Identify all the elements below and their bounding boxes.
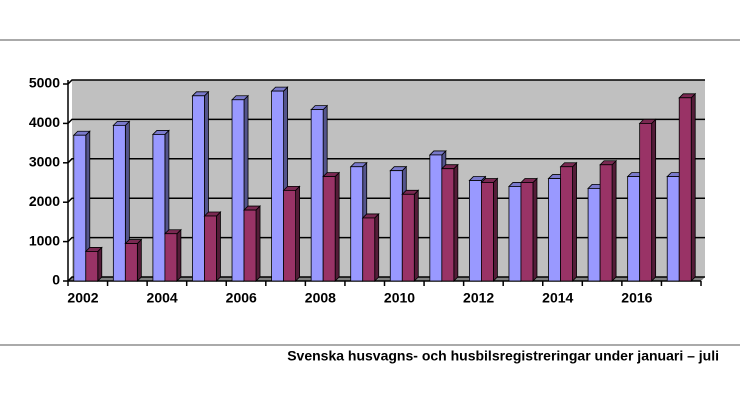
bar-side [453, 163, 459, 282]
bar-side [334, 171, 340, 282]
x-tick-label: 2016 [621, 290, 652, 306]
grid-line [67, 79, 705, 85]
bar-side [176, 228, 182, 282]
bar [548, 178, 561, 282]
x-tick-label: 2010 [384, 290, 415, 306]
bar [231, 99, 245, 282]
bar [520, 182, 534, 282]
x-tick-label: 2014 [542, 290, 573, 306]
bar [666, 176, 680, 282]
bar-side [255, 205, 261, 282]
x-tick-label: 2008 [305, 290, 336, 306]
bar-side [572, 161, 577, 282]
x-tick-label: 2006 [226, 290, 257, 306]
bar [627, 176, 641, 282]
bar [508, 186, 522, 282]
bar [243, 209, 257, 282]
bar-side [493, 177, 498, 282]
y-tick-label: 0 [52, 272, 60, 288]
bar [560, 166, 573, 282]
x-tick-label: 2002 [67, 290, 98, 306]
bar-side [295, 185, 300, 282]
bar [152, 134, 166, 282]
caption: Svenska husvagns- och husbilsregistrerin… [287, 348, 719, 364]
y-tick-label: 1000 [29, 232, 60, 248]
bar [678, 97, 692, 282]
bar [469, 180, 482, 282]
bar [350, 166, 364, 282]
grid-line [67, 158, 705, 164]
bar [441, 168, 455, 282]
x-tick-label: 2004 [147, 290, 178, 306]
bar-side [651, 118, 657, 282]
bar [192, 95, 205, 282]
y-tick-label: 4000 [29, 114, 60, 130]
bar-side [690, 92, 696, 282]
y-tick-label: 2000 [29, 193, 60, 209]
bar-side [374, 212, 380, 282]
bar [362, 217, 376, 282]
bar [283, 189, 296, 282]
bar [204, 215, 217, 282]
bar-side [97, 246, 103, 282]
bar [401, 193, 415, 282]
bar [481, 182, 494, 282]
bar [85, 251, 99, 282]
bar-side [136, 238, 142, 282]
bar-side [532, 177, 538, 282]
x-tick-label: 2012 [463, 290, 494, 306]
bar [639, 123, 653, 282]
bar [389, 170, 403, 282]
plot-floor [68, 277, 705, 281]
bar [164, 233, 178, 282]
grid-line [67, 118, 705, 124]
y-tick-label: 3000 [29, 154, 60, 170]
bar [112, 124, 126, 282]
bar [73, 134, 87, 282]
bar-side [216, 211, 221, 282]
y-tick-label: 5000 [29, 75, 60, 91]
bar [310, 109, 324, 282]
bar [271, 90, 284, 282]
bar [587, 188, 601, 282]
bar-side [413, 189, 419, 282]
bar [599, 164, 613, 282]
bar [124, 243, 138, 282]
bar-side [611, 159, 617, 282]
bar [322, 176, 336, 282]
bar [429, 154, 443, 282]
